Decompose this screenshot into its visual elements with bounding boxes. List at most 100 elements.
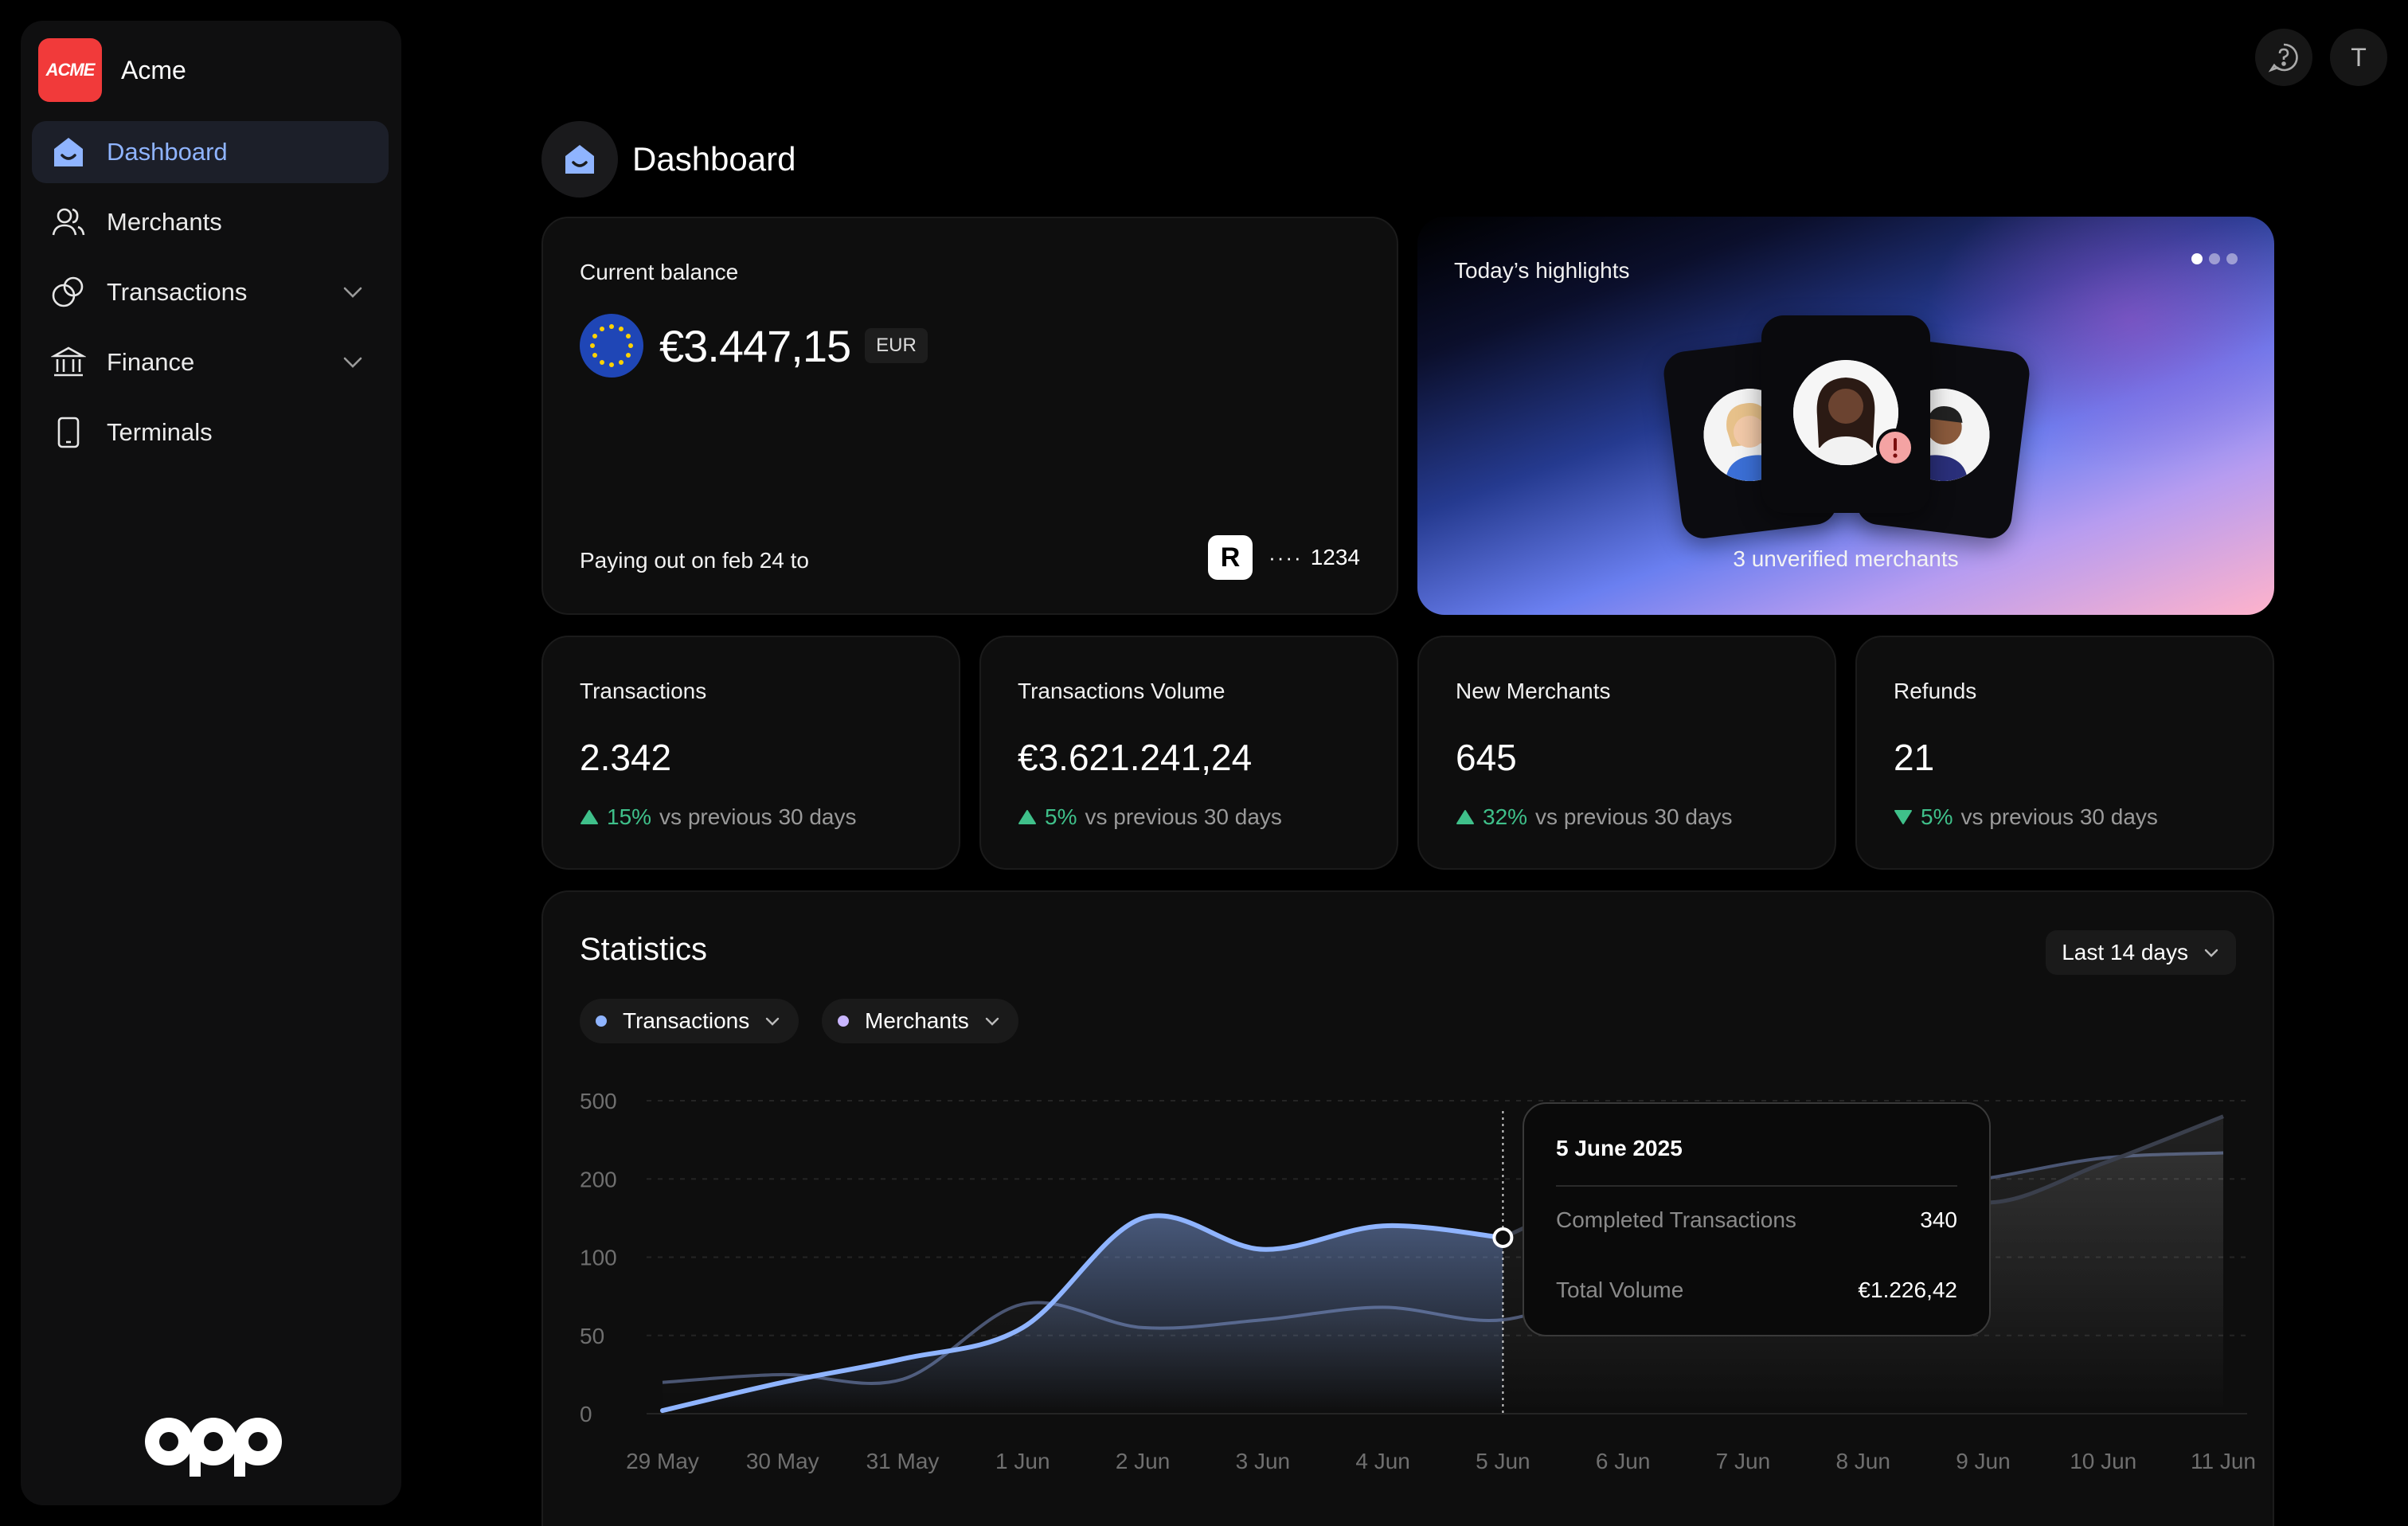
trend-up-icon xyxy=(1018,810,1036,824)
balance-amount: €3.447,15 xyxy=(659,320,851,371)
stat-value: €3.621.241,24 xyxy=(1018,737,1253,778)
highlights-label: Today’s highlights xyxy=(1454,258,1630,283)
carousel-pager[interactable] xyxy=(2191,253,2238,264)
trend-up-icon xyxy=(580,810,598,824)
filter-merchants[interactable]: Merchants xyxy=(822,999,1018,1043)
x-tick-label: 10 Jun xyxy=(2070,1449,2136,1473)
stat-label: Transactions Volume xyxy=(1018,679,1226,703)
x-tick-label: 9 Jun xyxy=(1956,1449,2011,1473)
stat-pct: 5% xyxy=(1045,804,1077,829)
home-icon xyxy=(541,121,618,198)
stat-value: 21 xyxy=(1894,737,1935,778)
pager-dot[interactable] xyxy=(2226,253,2238,264)
stat-change: 5% vs previous 30 days xyxy=(1018,804,1282,830)
chevron-down-icon[interactable] xyxy=(341,280,365,304)
sidebar: ACME Acme Dashboard Merchants Transactio… xyxy=(21,21,401,1505)
x-tick-label: 30 May xyxy=(746,1449,819,1473)
date-range-select[interactable]: Last 14 days xyxy=(2046,930,2236,975)
highlights-card[interactable]: Today’s highlights 3 unverified merchant… xyxy=(1417,217,2274,615)
payout-text: Paying out on feb 24 to xyxy=(580,548,809,573)
sidebar-item-dashboard[interactable]: Dashboard xyxy=(32,121,389,183)
x-tick-label: 31 May xyxy=(866,1449,940,1473)
home-icon xyxy=(51,135,86,170)
stat-label: New Merchants xyxy=(1456,679,1611,703)
pager-dot[interactable] xyxy=(2209,253,2220,264)
sidebar-item-transactions[interactable]: Transactions xyxy=(32,261,389,323)
date-range-value: Last 14 days xyxy=(2062,940,2188,965)
x-tick-label: 3 Jun xyxy=(1236,1449,1291,1473)
stat-card-refunds[interactable]: Refunds 21 5% vs previous 30 days xyxy=(1855,636,2274,870)
trend-up-icon xyxy=(1456,810,1474,824)
tooltip-value: 340 xyxy=(1920,1207,1957,1232)
sidebar-item-terminals[interactable]: Terminals xyxy=(32,401,389,464)
sidebar-item-merchants[interactable]: Merchants xyxy=(32,191,389,253)
balance-card: Current balance €3.447,15 EUR Paying out… xyxy=(541,217,1398,615)
stat-suffix: vs previous 30 days xyxy=(659,804,857,829)
stat-value: 645 xyxy=(1456,737,1517,778)
stat-value: 2.342 xyxy=(580,737,672,778)
trend-down-icon xyxy=(1894,810,1912,824)
y-tick-label: 100 xyxy=(580,1246,617,1270)
chevron-down-icon[interactable] xyxy=(341,350,365,374)
stat-card-transactions[interactable]: Transactions 2.342 15% vs previous 30 da… xyxy=(541,636,960,870)
series-color-dot xyxy=(838,1015,849,1027)
y-tick-label: 200 xyxy=(580,1167,617,1191)
series-color-dot xyxy=(596,1015,607,1027)
sidebar-nav: Dashboard Merchants Transactions Finance xyxy=(32,121,389,471)
x-tick-label: 2 Jun xyxy=(1116,1449,1171,1473)
sidebar-item-label: Merchants xyxy=(107,208,222,236)
statistics-title: Statistics xyxy=(580,932,708,967)
x-tick-label: 29 May xyxy=(626,1449,699,1473)
tooltip-label: Completed Transactions xyxy=(1556,1207,1796,1232)
filter-transactions[interactable]: Transactions xyxy=(580,999,799,1043)
user-avatar[interactable]: T xyxy=(2330,29,2387,86)
device-icon xyxy=(51,415,86,450)
eu-flag-icon xyxy=(580,314,643,378)
statistics-panel: 0 50 100 200 500 29 May 30 May 31 May 1 Jun 2 Jun… xyxy=(541,890,2274,1526)
transactions-line xyxy=(660,1213,1506,1414)
footer-logo xyxy=(145,1418,282,1477)
filter-label: Merchants xyxy=(865,1008,969,1033)
tooltip-divider xyxy=(1556,1185,1957,1187)
stat-suffix: vs previous 30 days xyxy=(1960,804,2158,829)
tooltip-value: €1.226,42 xyxy=(1858,1278,1957,1302)
sidebar-item-label: Transactions xyxy=(107,278,248,306)
page-header: Dashboard xyxy=(541,121,796,198)
stat-suffix: vs previous 30 days xyxy=(1535,804,1733,829)
currency-badge: EUR xyxy=(865,328,928,363)
sidebar-item-label: Terminals xyxy=(107,418,213,446)
x-tick-label: 11 Jun xyxy=(2191,1449,2256,1473)
sidebar-item-finance[interactable]: Finance xyxy=(32,331,389,393)
stat-card-volume[interactable]: Transactions Volume €3.621.241,24 5% vs … xyxy=(979,636,1398,870)
tooltip-date: 5 June 2025 xyxy=(1556,1136,1683,1160)
brand-logo: ACME xyxy=(38,38,102,102)
balance-label: Current balance xyxy=(580,260,739,284)
chevron-down-icon xyxy=(766,1017,780,1026)
payout-account[interactable]: R ···· 1234 xyxy=(1208,535,1360,580)
statistics-chart[interactable]: 0 50 100 200 500 29 May 30 May 31 May 1 Jun 2 Jun… xyxy=(543,892,2276,1526)
x-tick-label: 1 Jun xyxy=(995,1449,1050,1473)
merchant-avatar xyxy=(1793,360,1898,465)
y-tick-label: 50 xyxy=(580,1324,604,1348)
stat-change: 32% vs previous 30 days xyxy=(1456,804,1733,830)
brand[interactable]: ACME Acme xyxy=(38,38,186,102)
tooltip-row: Completed Transactions 340 xyxy=(1556,1207,1957,1233)
x-tick-label: 4 Jun xyxy=(1355,1449,1410,1473)
stat-label: Transactions xyxy=(580,679,707,703)
pager-dot[interactable] xyxy=(2191,253,2203,264)
chevron-down-icon xyxy=(2204,949,2218,957)
merchant-card-center[interactable] xyxy=(1761,315,1930,513)
tooltip-label: Total Volume xyxy=(1556,1278,1684,1302)
users-icon xyxy=(51,205,86,240)
help-button[interactable] xyxy=(2255,29,2312,86)
stat-label: Refunds xyxy=(1894,679,1977,703)
stat-change: 5% vs previous 30 days xyxy=(1894,804,2158,830)
stat-pct: 15% xyxy=(607,804,652,829)
y-tick-label: 0 xyxy=(580,1402,592,1426)
tooltip-row: Total Volume €1.226,42 xyxy=(1556,1278,1957,1303)
balance-row: €3.447,15 EUR xyxy=(580,314,928,378)
sidebar-item-label: Finance xyxy=(107,348,195,376)
chat-help-icon xyxy=(2268,43,2298,72)
stat-card-new-merchants[interactable]: New Merchants 645 32% vs previous 30 day… xyxy=(1417,636,1836,870)
warning-badge-icon xyxy=(1876,428,1914,467)
